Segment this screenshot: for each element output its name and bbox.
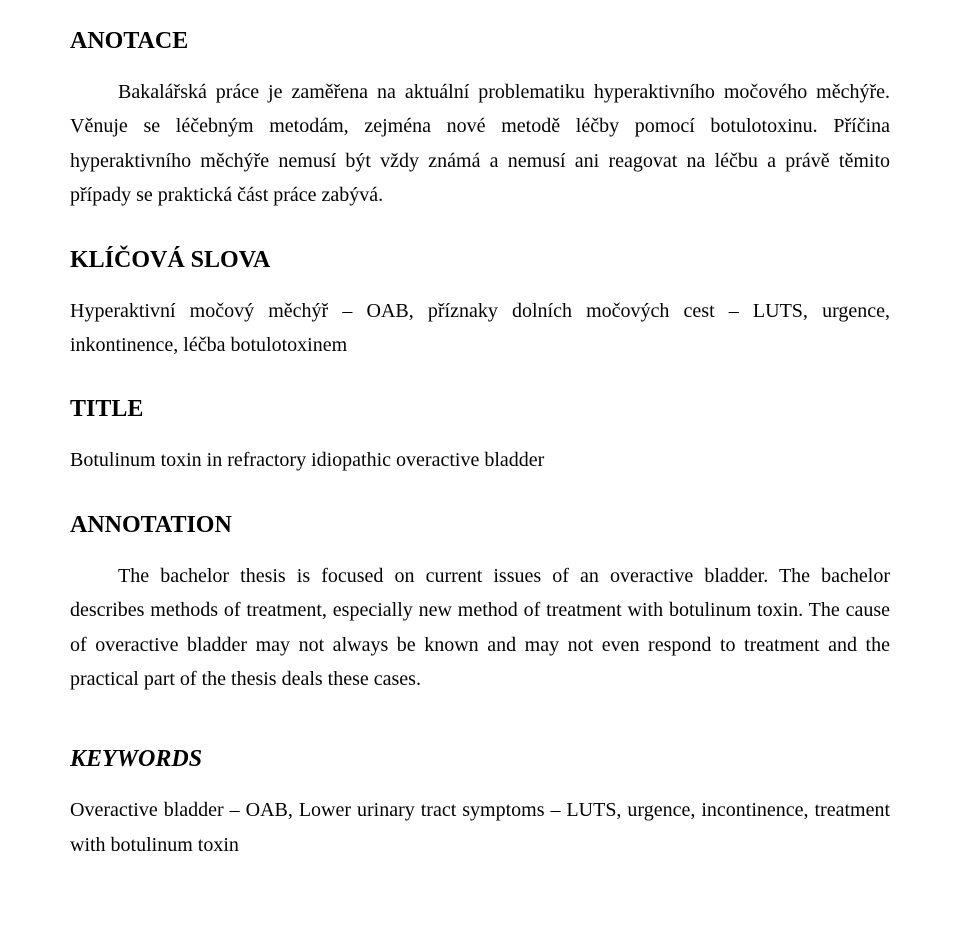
klicova-slova-heading: KLÍČOVÁ SLOVA — [70, 247, 890, 274]
document-page: ANOTACE Bakalářská práce je zaměřena na … — [0, 0, 960, 930]
keywords-heading: KEYWORDS — [70, 746, 890, 773]
annotation-paragraph: The bachelor thesis is focused on curren… — [70, 559, 890, 697]
anotace-heading: ANOTACE — [70, 28, 890, 55]
title-heading: TITLE — [70, 396, 890, 423]
keywords-text: Overactive bladder – OAB, Lower urinary … — [70, 793, 890, 862]
klicova-slova-text: Hyperaktivní močový měchýř – OAB, přízna… — [70, 294, 890, 363]
annotation-heading: ANNOTATION — [70, 512, 890, 539]
title-text: Botulinum toxin in refractory idiopathic… — [70, 443, 890, 477]
anotace-paragraph: Bakalářská práce je zaměřena na aktuální… — [70, 75, 890, 213]
